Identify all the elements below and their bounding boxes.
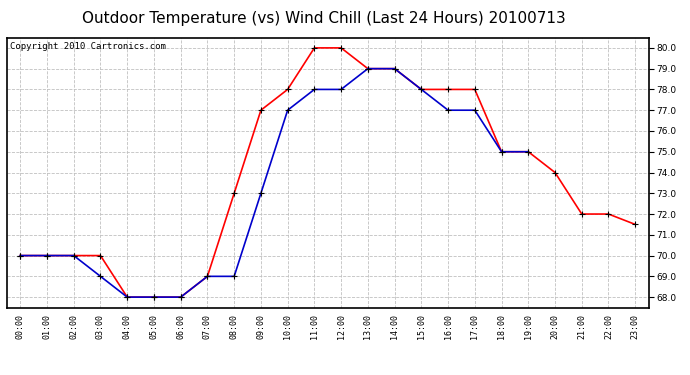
Text: Copyright 2010 Cartronics.com: Copyright 2010 Cartronics.com <box>10 42 166 51</box>
Text: Outdoor Temperature (vs) Wind Chill (Last 24 Hours) 20100713: Outdoor Temperature (vs) Wind Chill (Las… <box>82 11 566 26</box>
